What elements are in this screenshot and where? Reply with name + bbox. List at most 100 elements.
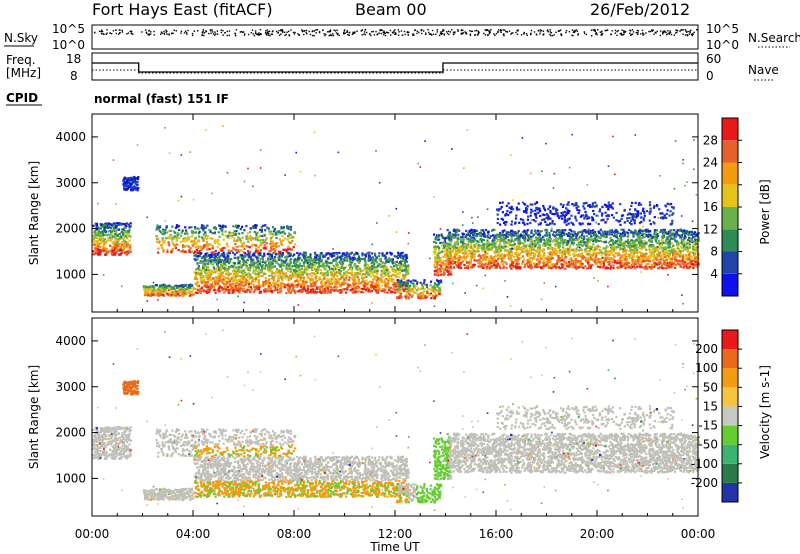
power-cell bbox=[221, 288, 224, 292]
power-cell bbox=[379, 277, 382, 280]
power-cell bbox=[314, 278, 317, 281]
nsky-point bbox=[440, 33, 443, 35]
power-cell bbox=[111, 230, 114, 233]
power-cell bbox=[222, 279, 226, 282]
power-cell bbox=[409, 280, 413, 283]
power-cell bbox=[351, 288, 354, 291]
power-cell bbox=[415, 284, 418, 287]
nsky-point bbox=[431, 29, 434, 32]
power-cell bbox=[246, 232, 249, 235]
power-cell bbox=[299, 283, 302, 286]
nsky-point bbox=[539, 31, 542, 33]
power-cell bbox=[239, 245, 242, 248]
power-cell bbox=[199, 290, 202, 293]
power-cell bbox=[555, 265, 558, 269]
power-cell bbox=[301, 253, 304, 256]
power-cell bbox=[419, 287, 423, 291]
nsky-point bbox=[669, 30, 671, 32]
power-cell bbox=[187, 286, 190, 289]
power-cell bbox=[361, 277, 364, 280]
nsky-point bbox=[443, 30, 445, 32]
power-cell bbox=[107, 224, 110, 227]
power-cell bbox=[688, 241, 691, 244]
power-cell bbox=[120, 245, 123, 248]
power-cell bbox=[261, 267, 264, 270]
freq-series bbox=[92, 62, 698, 73]
power-cell bbox=[334, 283, 337, 286]
nsky-point bbox=[306, 33, 308, 35]
power-cell bbox=[171, 241, 174, 244]
power-cell bbox=[564, 248, 567, 251]
power-cell bbox=[238, 287, 241, 290]
power-cell bbox=[232, 279, 235, 282]
nsky-point bbox=[361, 29, 363, 32]
nsky-point bbox=[215, 33, 217, 35]
power-cell bbox=[129, 248, 132, 251]
power-cell bbox=[154, 288, 157, 291]
power-cell bbox=[126, 252, 129, 255]
power-cell bbox=[204, 283, 207, 286]
power-cell bbox=[271, 277, 274, 280]
nsky-point bbox=[686, 34, 689, 37]
nsky-point bbox=[631, 33, 634, 35]
nsky-point bbox=[412, 33, 414, 35]
power-cell bbox=[335, 263, 338, 266]
power-cell bbox=[166, 248, 169, 252]
power-cell bbox=[222, 275, 225, 278]
power-cell bbox=[104, 253, 107, 256]
nsky-point bbox=[469, 33, 472, 35]
power-cell bbox=[253, 289, 256, 292]
power-cell bbox=[375, 268, 378, 271]
nsky-point bbox=[485, 29, 487, 32]
power-cell bbox=[161, 286, 164, 289]
power-cell bbox=[397, 287, 400, 290]
power-cell bbox=[216, 242, 220, 245]
power-cell bbox=[434, 245, 437, 248]
power-cell bbox=[243, 279, 246, 282]
nsky-point bbox=[551, 34, 554, 37]
power-cell bbox=[344, 282, 347, 285]
power-cell bbox=[207, 243, 210, 246]
power-cell bbox=[610, 230, 613, 234]
power-cell bbox=[264, 262, 267, 265]
nsky-point bbox=[382, 31, 384, 34]
nsky-point bbox=[252, 33, 254, 35]
nsky-point bbox=[662, 33, 664, 35]
power-cell bbox=[254, 276, 257, 279]
power-cell bbox=[342, 281, 346, 284]
nsky-point bbox=[210, 30, 212, 32]
power-cell bbox=[220, 229, 223, 232]
nsky-point bbox=[616, 30, 618, 33]
power-cell bbox=[109, 244, 112, 248]
power-cell bbox=[255, 267, 258, 270]
power-cell bbox=[407, 288, 410, 291]
power-cell bbox=[348, 284, 351, 287]
power-cell bbox=[252, 269, 255, 272]
power-cell bbox=[368, 280, 371, 283]
power-cell bbox=[379, 266, 382, 269]
power-cell bbox=[96, 234, 99, 237]
power-cell bbox=[649, 257, 652, 260]
power-cell bbox=[239, 286, 242, 289]
power-cell bbox=[415, 282, 419, 285]
power-cell bbox=[265, 263, 268, 267]
power-cell bbox=[124, 240, 127, 244]
nsky-point bbox=[301, 30, 304, 33]
nsky-point bbox=[486, 29, 488, 31]
power-cell bbox=[257, 280, 260, 283]
power-cell bbox=[93, 252, 96, 255]
power-cell bbox=[400, 296, 403, 299]
nave-tick-top: 60 bbox=[706, 52, 721, 66]
power-cell bbox=[358, 272, 361, 275]
power-cell bbox=[272, 286, 275, 289]
power-cell bbox=[343, 288, 346, 291]
power-cell bbox=[98, 251, 101, 254]
power-cell bbox=[175, 224, 179, 227]
power-cell bbox=[396, 266, 399, 269]
power-cell bbox=[287, 269, 290, 272]
power-cell bbox=[174, 292, 177, 295]
power-cell bbox=[279, 285, 283, 288]
power-cell bbox=[609, 263, 612, 266]
power-cell bbox=[97, 231, 100, 234]
nsky-point bbox=[161, 32, 163, 34]
